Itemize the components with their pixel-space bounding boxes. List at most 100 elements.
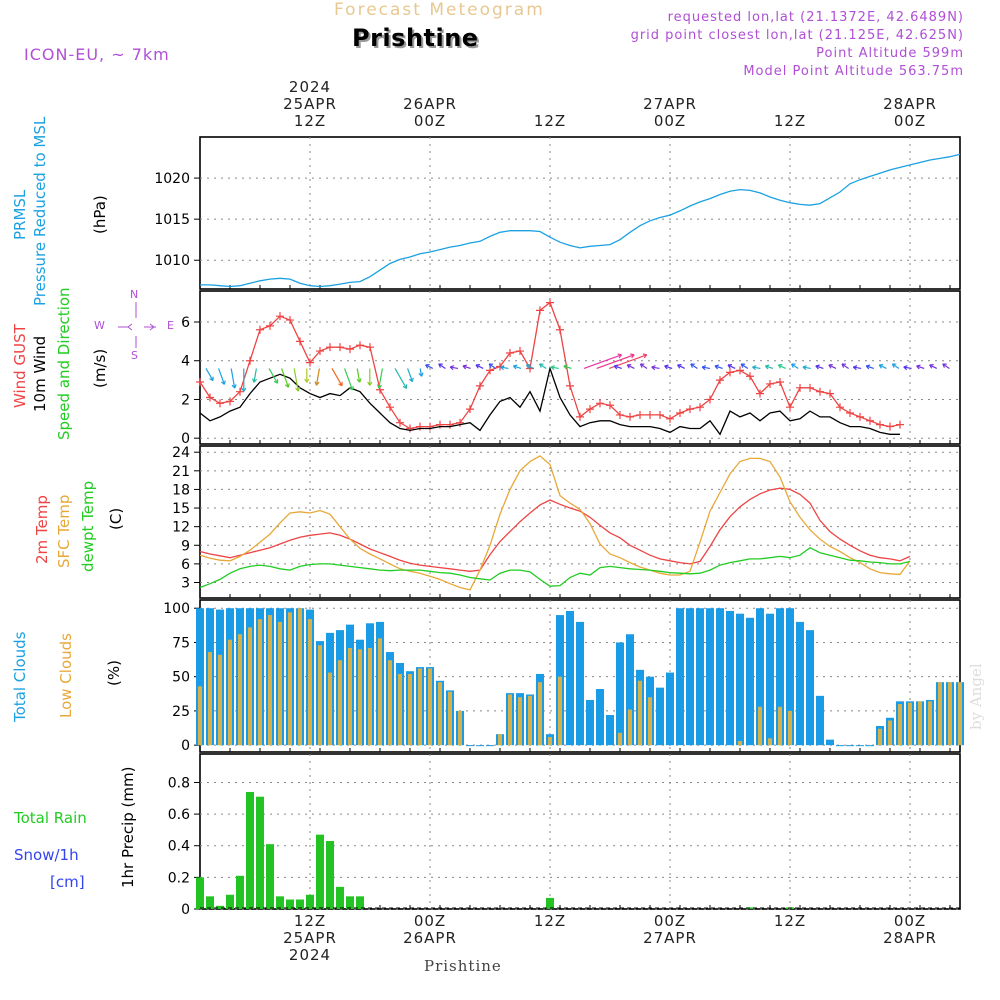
time-label: 28APR 00Z <box>870 96 950 130</box>
wind-arrow-head <box>462 364 468 370</box>
wind-arrow-head <box>376 384 383 389</box>
wind-arrow-head <box>878 364 884 369</box>
low-cloud-bar <box>498 734 502 746</box>
rain-bar <box>336 886 344 909</box>
time-label: 12Z <box>750 913 830 930</box>
gust-marker <box>886 422 894 431</box>
time-label: 12Z <box>510 913 590 930</box>
gust-marker <box>256 325 264 334</box>
rain-bar <box>246 791 254 909</box>
low-cloud-bar <box>318 645 322 746</box>
gust-marker <box>296 337 304 346</box>
gust-marker <box>506 348 514 357</box>
low-cloud-bar <box>198 686 202 746</box>
y-tick-label: 6 <box>181 315 190 331</box>
rain-bar <box>276 896 284 909</box>
gust-marker <box>556 325 564 334</box>
wind-dir-label: Speed and Direction <box>55 287 73 440</box>
gust-marker <box>826 389 834 398</box>
low-cloud-bar <box>918 701 922 746</box>
wind-direction-arrow <box>475 364 484 370</box>
wind-direction-arrow <box>640 363 648 369</box>
wind-arrow-head <box>220 380 226 385</box>
compass-e-label: E <box>167 319 174 332</box>
wind-direction-arrow <box>425 364 434 370</box>
time-label: 12Z 25APR 2024 <box>270 913 350 964</box>
time-label-line: 2024 <box>288 78 332 96</box>
wind-arrow-head <box>550 365 555 371</box>
wind-arrow-head <box>714 364 720 370</box>
compass-rose <box>118 302 156 348</box>
wind-arrow-head <box>752 365 757 371</box>
y-tick-label: 15 <box>172 501 190 517</box>
y-tick-label: 0 <box>181 431 190 447</box>
wind-arrow-head <box>284 383 290 388</box>
series-line-pressure-0 <box>200 153 961 288</box>
low-cloud-bar <box>538 682 542 746</box>
gust-marker <box>346 345 354 354</box>
low-clouds-label: Low Clouds <box>57 633 75 718</box>
time-label-line: 12Z <box>533 112 567 130</box>
gust-marker <box>566 381 574 390</box>
y-tick-label: 25 <box>172 704 190 720</box>
panel-frame-wind <box>199 290 961 445</box>
snow-unit-label: [cm] <box>50 873 85 891</box>
wind-direction-arrow <box>866 365 874 370</box>
y-tick-label: 0.8 <box>168 775 190 791</box>
wind10-label: 10m Wind <box>31 335 49 412</box>
low-cloud-bar <box>378 638 382 746</box>
time-label: 00Z 27APR <box>630 913 710 947</box>
series-line-wind-0 <box>199 301 901 430</box>
wind-direction-arrow <box>815 365 824 370</box>
wind-arrow-head <box>304 378 310 383</box>
wind-direction-arrow <box>450 366 459 370</box>
wind-direction-arrow <box>614 365 622 370</box>
y-tick-label: 24 <box>172 445 190 461</box>
gust-marker <box>776 378 784 387</box>
y-tick-label: 6 <box>181 557 190 573</box>
low-cloud-bar <box>618 732 622 746</box>
wind-arrow-head <box>802 365 807 371</box>
low-cloud-bar <box>298 608 302 746</box>
wind-arrow-head <box>841 363 846 368</box>
y-tick-label: 100 <box>163 601 190 617</box>
rain-bar <box>256 796 264 909</box>
gust-marker <box>876 420 884 429</box>
wind-arrow-head <box>740 363 746 368</box>
wind-arrow-head <box>942 363 947 368</box>
rain-bar <box>226 894 234 909</box>
low-cloud-bar <box>928 701 932 746</box>
gust-marker <box>596 399 604 408</box>
low-cloud-bar <box>398 673 402 746</box>
total-cloud-bar <box>746 617 754 746</box>
wind-arrow-head <box>488 363 494 368</box>
gust-label: Wind GUST <box>11 324 29 408</box>
gust-marker <box>576 412 584 421</box>
y-tick-label: 18 <box>172 482 190 498</box>
wind-arrow-head <box>929 364 934 369</box>
time-label-line: 00Z <box>413 112 447 130</box>
requested-location: requested lon,lat (21.1372E, 42.6489N) <box>667 10 964 25</box>
gust-marker <box>486 366 494 375</box>
sfc-temp-label: SFC Temp <box>55 494 73 568</box>
total-cloud-bar <box>656 687 664 746</box>
wind-arrow-head <box>475 364 481 369</box>
wind-arrow-head <box>251 378 258 383</box>
gust-marker <box>646 410 654 419</box>
time-label: 27APR 00Z <box>630 96 710 130</box>
meteogram-subtitle: Forecast Meteogram <box>334 0 545 20</box>
wind-direction-arrow <box>281 368 290 388</box>
gust-marker <box>266 321 274 330</box>
wind-arrow-head <box>338 381 343 387</box>
rain-bar <box>326 840 334 909</box>
wind-arrow-head <box>727 364 733 369</box>
total-cloud-bar <box>846 745 854 747</box>
gust-marker <box>536 306 544 315</box>
total-cloud-bar <box>826 739 834 746</box>
gust-marker <box>756 389 764 398</box>
y-tick-label: 21 <box>172 464 190 480</box>
wind-arrow-head <box>791 363 796 368</box>
low-cloud-bar <box>948 682 952 746</box>
wind-arrow-head <box>295 387 301 392</box>
total-cloud-bar <box>566 610 574 746</box>
